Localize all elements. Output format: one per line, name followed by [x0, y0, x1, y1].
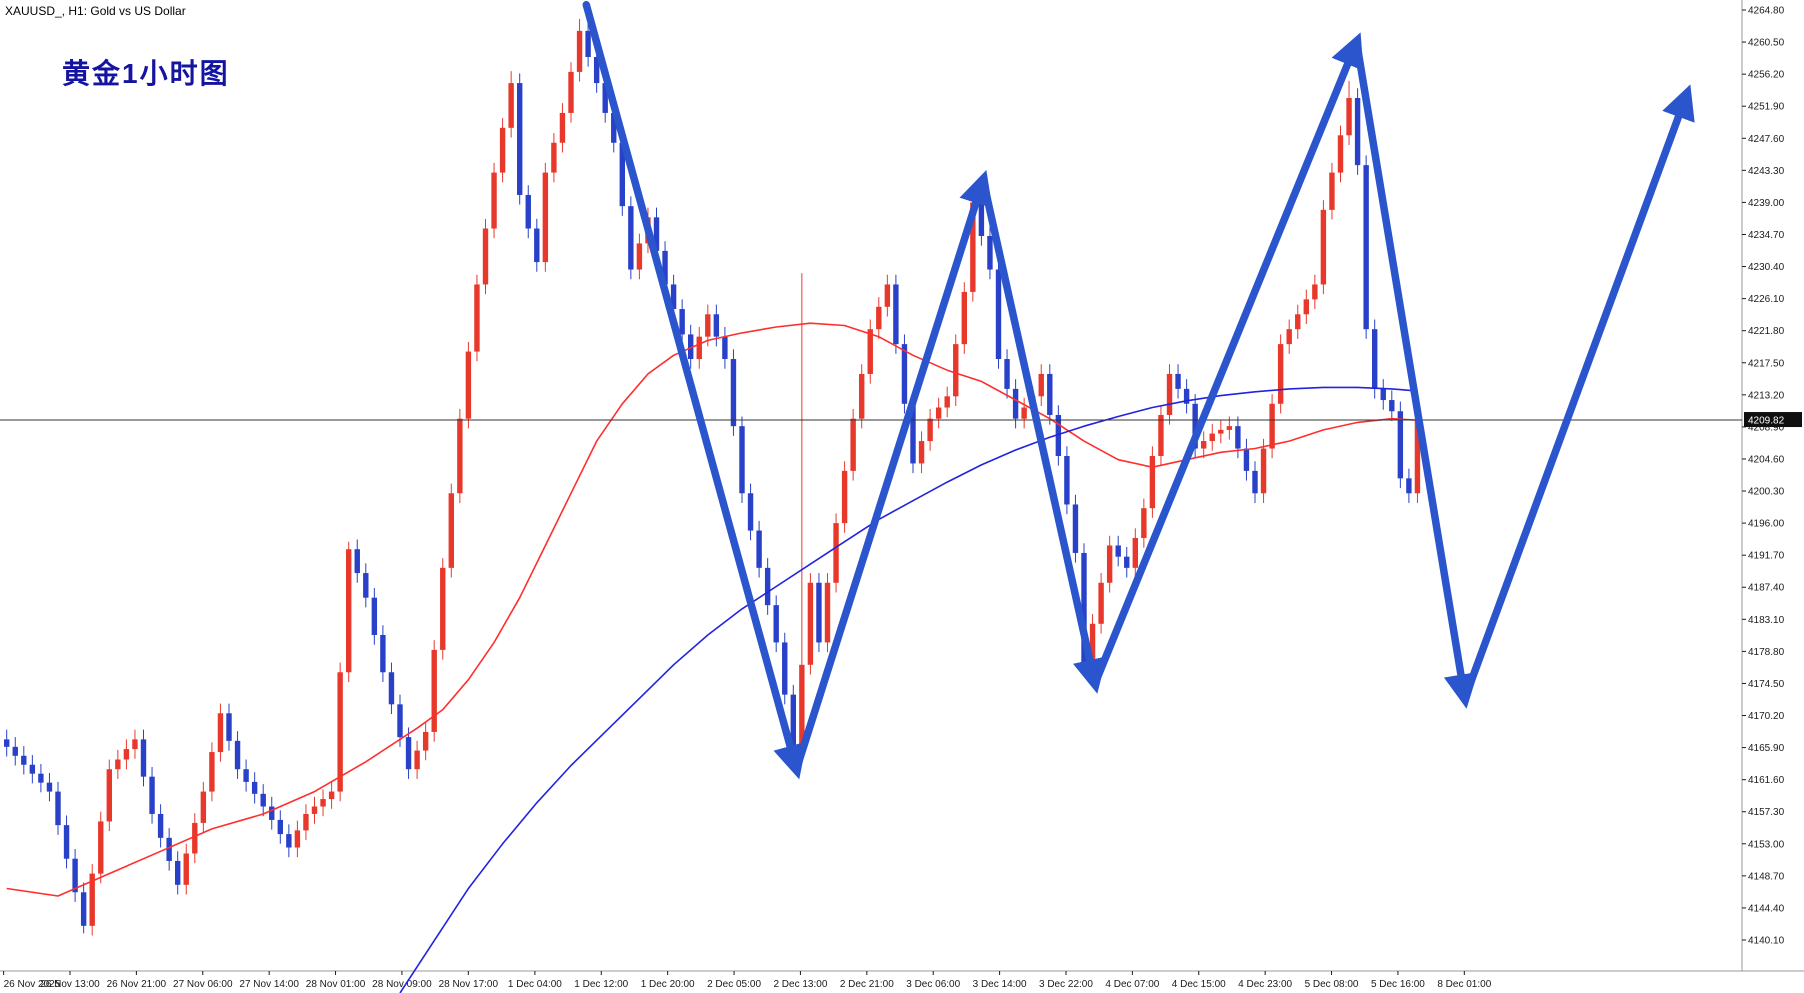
candles-layer	[4, 18, 1421, 936]
svg-text:4174.50: 4174.50	[1748, 679, 1785, 690]
svg-text:26 Nov 13:00: 26 Nov 13:00	[40, 979, 100, 990]
svg-text:4140.10: 4140.10	[1748, 936, 1785, 947]
svg-text:4217.50: 4217.50	[1748, 358, 1785, 369]
svg-text:3 Dec 22:00: 3 Dec 22:00	[1039, 979, 1093, 990]
svg-text:28 Nov 09:00: 28 Nov 09:00	[372, 979, 432, 990]
svg-text:4196.00: 4196.00	[1748, 519, 1785, 530]
svg-text:4153.00: 4153.00	[1748, 839, 1785, 850]
svg-text:4230.40: 4230.40	[1748, 262, 1785, 273]
fast-ma-red-line	[6, 322, 1418, 897]
svg-text:4165.90: 4165.90	[1748, 743, 1785, 754]
svg-text:4260.50: 4260.50	[1748, 38, 1785, 49]
svg-text:8 Dec 01:00: 8 Dec 01:00	[1437, 979, 1491, 990]
slow-ma-blue-line	[399, 386, 1418, 993]
svg-text:4256.20: 4256.20	[1748, 70, 1785, 81]
svg-text:3 Dec 14:00: 3 Dec 14:00	[973, 979, 1027, 990]
svg-text:4221.80: 4221.80	[1748, 326, 1785, 337]
svg-text:1 Dec 04:00: 1 Dec 04:00	[508, 979, 562, 990]
svg-text:4183.10: 4183.10	[1748, 615, 1785, 626]
svg-text:4213.20: 4213.20	[1748, 390, 1785, 401]
svg-text:1 Dec 12:00: 1 Dec 12:00	[574, 979, 628, 990]
svg-text:4247.60: 4247.60	[1748, 134, 1785, 145]
svg-text:4226.10: 4226.10	[1748, 294, 1785, 305]
svg-text:4170.20: 4170.20	[1748, 711, 1785, 722]
svg-text:28 Nov 01:00: 28 Nov 01:00	[306, 979, 366, 990]
svg-text:4251.90: 4251.90	[1748, 102, 1785, 113]
svg-text:4208.90: 4208.90	[1748, 422, 1785, 433]
svg-text:5 Dec 08:00: 5 Dec 08:00	[1305, 979, 1359, 990]
svg-text:4148.70: 4148.70	[1748, 871, 1785, 882]
svg-text:27 Nov 14:00: 27 Nov 14:00	[239, 979, 299, 990]
chart-symbol-title: XAUUSD_, H1: Gold vs US Dollar	[5, 4, 186, 18]
svg-text:4239.00: 4239.00	[1748, 198, 1785, 209]
svg-text:26 Nov 2025: 26 Nov 2025	[4, 979, 61, 990]
svg-text:4243.30: 4243.30	[1748, 166, 1785, 177]
svg-text:26 Nov 21:00: 26 Nov 21:00	[107, 979, 167, 990]
svg-text:2 Dec 21:00: 2 Dec 21:00	[840, 979, 894, 990]
svg-text:4264.80: 4264.80	[1748, 6, 1785, 17]
svg-text:4161.60: 4161.60	[1748, 775, 1785, 786]
svg-text:1 Dec 20:00: 1 Dec 20:00	[641, 979, 695, 990]
svg-text:4187.40: 4187.40	[1748, 583, 1785, 594]
price-axis[interactable]: 4264.80 4260.50 4256.20 4251.90 4247.60 4243.…	[1742, 6, 1785, 947]
svg-text:4 Dec 15:00: 4 Dec 15:00	[1172, 979, 1226, 990]
svg-text:4209.82: 4209.82	[1748, 416, 1785, 427]
current-price-badge: 4209.82	[1744, 412, 1802, 428]
trend-arrows[interactable]	[582, 1, 1695, 780]
svg-text:4200.30: 4200.30	[1748, 487, 1785, 498]
svg-text:4191.70: 4191.70	[1748, 551, 1785, 562]
svg-text:4144.40: 4144.40	[1748, 903, 1785, 914]
svg-text:5 Dec 16:00: 5 Dec 16:00	[1371, 979, 1425, 990]
svg-text:2 Dec 05:00: 2 Dec 05:00	[707, 979, 761, 990]
svg-text:4178.80: 4178.80	[1748, 647, 1785, 658]
svg-text:27 Nov 06:00: 27 Nov 06:00	[173, 979, 233, 990]
svg-text:4 Dec 07:00: 4 Dec 07:00	[1105, 979, 1159, 990]
svg-text:28 Nov 17:00: 28 Nov 17:00	[439, 979, 499, 990]
svg-text:4234.70: 4234.70	[1748, 230, 1785, 241]
svg-text:4157.30: 4157.30	[1748, 807, 1785, 818]
svg-text:4204.60: 4204.60	[1748, 454, 1785, 465]
chart-annotation-label: 黄金1小时图	[62, 58, 230, 89]
svg-text:4 Dec 23:00: 4 Dec 23:00	[1238, 979, 1292, 990]
axis-borders	[0, 0, 1804, 972]
svg-text:3 Dec 06:00: 3 Dec 06:00	[906, 979, 960, 990]
svg-text:2 Dec 13:00: 2 Dec 13:00	[773, 979, 827, 990]
